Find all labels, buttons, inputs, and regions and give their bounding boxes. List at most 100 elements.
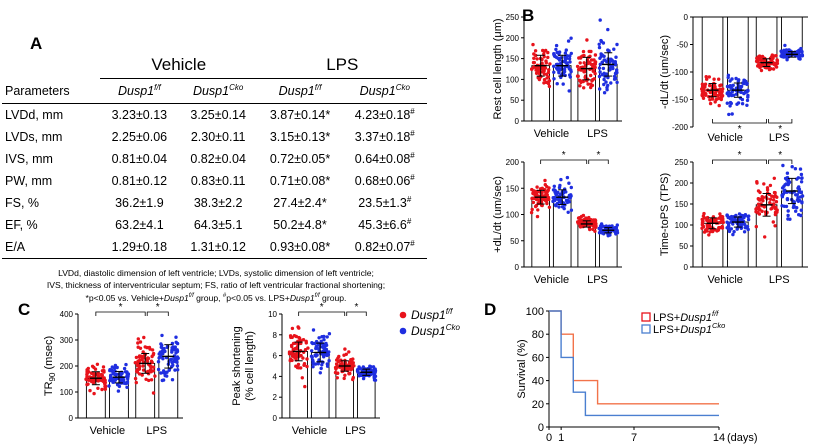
y-tick-label: 0: [538, 422, 544, 434]
data-point: [796, 49, 800, 53]
data-point: [556, 68, 560, 72]
data-point: [775, 59, 780, 63]
data-point: [745, 103, 749, 108]
geno-header-2: Dusp1Cko: [178, 78, 258, 104]
data-point: [136, 337, 140, 341]
data-point: [288, 334, 293, 338]
data-point: [175, 364, 180, 368]
data-point: [721, 87, 725, 91]
data-point: [126, 377, 130, 381]
data-point: [115, 365, 119, 370]
data-point: [147, 378, 151, 383]
data-point: [313, 362, 318, 366]
data-point: [780, 54, 784, 59]
data-point: [557, 205, 561, 209]
data-point: [718, 212, 722, 216]
data-point: [726, 225, 730, 229]
table-cell: 3.37±0.18#: [354, 129, 415, 145]
data-point: [156, 367, 161, 372]
y-tick-label: 50: [510, 96, 519, 105]
data-point: [593, 60, 598, 64]
data-point: [800, 200, 804, 204]
data-point: [546, 81, 551, 86]
data-point: [569, 185, 573, 190]
table-genotype-row: Parameters Dusp1f/f Dusp1Cko Dusp1f/f Du…: [2, 78, 427, 104]
data-point: [100, 387, 104, 392]
data-point: [112, 379, 116, 383]
data-point: [708, 98, 712, 102]
data-point: [606, 48, 610, 52]
data-point: [717, 216, 721, 220]
table-cell: 2.25±0.06: [111, 130, 168, 144]
data-point: [373, 378, 378, 382]
data-point: [134, 355, 139, 360]
data-point: [743, 213, 748, 217]
data-point: [151, 365, 156, 369]
data-point: [552, 70, 556, 74]
param-label: FS, %: [5, 196, 40, 210]
data-point: [531, 191, 535, 196]
legend-dot: [399, 311, 407, 319]
data-point: [342, 353, 346, 357]
data-point: [742, 78, 746, 82]
data-point: [95, 362, 100, 366]
y-tick-label: 0: [515, 263, 520, 272]
data-point: [785, 171, 790, 175]
data-point: [568, 196, 572, 200]
data-point: [728, 104, 732, 108]
x-group-label: LPS: [587, 128, 608, 140]
data-point: [302, 362, 307, 366]
data-point: [86, 382, 90, 386]
data-point: [170, 346, 174, 350]
data-point: [316, 342, 320, 347]
data-point: [728, 84, 732, 88]
data-point: [746, 214, 750, 219]
data-point: [292, 347, 296, 351]
table-cell: 3.15±0.13*: [269, 130, 331, 144]
table-cell: 3.23±0.13: [111, 108, 168, 122]
data-point: [116, 383, 120, 387]
data-point: [542, 72, 546, 76]
data-point: [138, 340, 143, 344]
data-point: [772, 202, 776, 206]
data-point: [577, 216, 582, 220]
data-point: [781, 163, 785, 168]
data-point: [796, 196, 800, 200]
data-point: [602, 77, 606, 82]
data-point: [725, 101, 729, 105]
data-point: [300, 376, 304, 380]
data-point: [554, 192, 558, 196]
data-point: [325, 353, 329, 358]
y-tick-label: 60: [532, 352, 544, 364]
data-point: [137, 355, 141, 359]
y-tick-label: 100: [675, 221, 689, 230]
data-point: [593, 219, 598, 223]
data-point: [792, 203, 796, 208]
data-point: [541, 48, 545, 53]
sig-star: *: [156, 302, 160, 313]
data-point: [614, 55, 618, 59]
data-point: [169, 357, 173, 361]
data-point: [775, 208, 779, 212]
data-point: [593, 65, 597, 70]
data-point: [589, 62, 593, 66]
data-point: [756, 211, 760, 215]
data-point: [542, 78, 547, 82]
sig-bracket: [768, 159, 793, 164]
data-point: [772, 205, 776, 209]
data-point: [597, 74, 602, 79]
legend-box: [641, 324, 651, 334]
data-point: [609, 81, 613, 85]
table-cell: 0.72±0.05*: [269, 152, 331, 166]
data-point: [107, 384, 111, 388]
data-point: [581, 213, 586, 218]
data-point: [733, 218, 737, 222]
x-group-label: Vehicle: [292, 425, 327, 437]
data-point: [103, 382, 107, 386]
data-point: [589, 82, 593, 87]
y-tick-label: 150: [675, 200, 689, 209]
data-point: [134, 380, 138, 385]
data-point: [551, 199, 555, 204]
data-point: [137, 367, 142, 371]
